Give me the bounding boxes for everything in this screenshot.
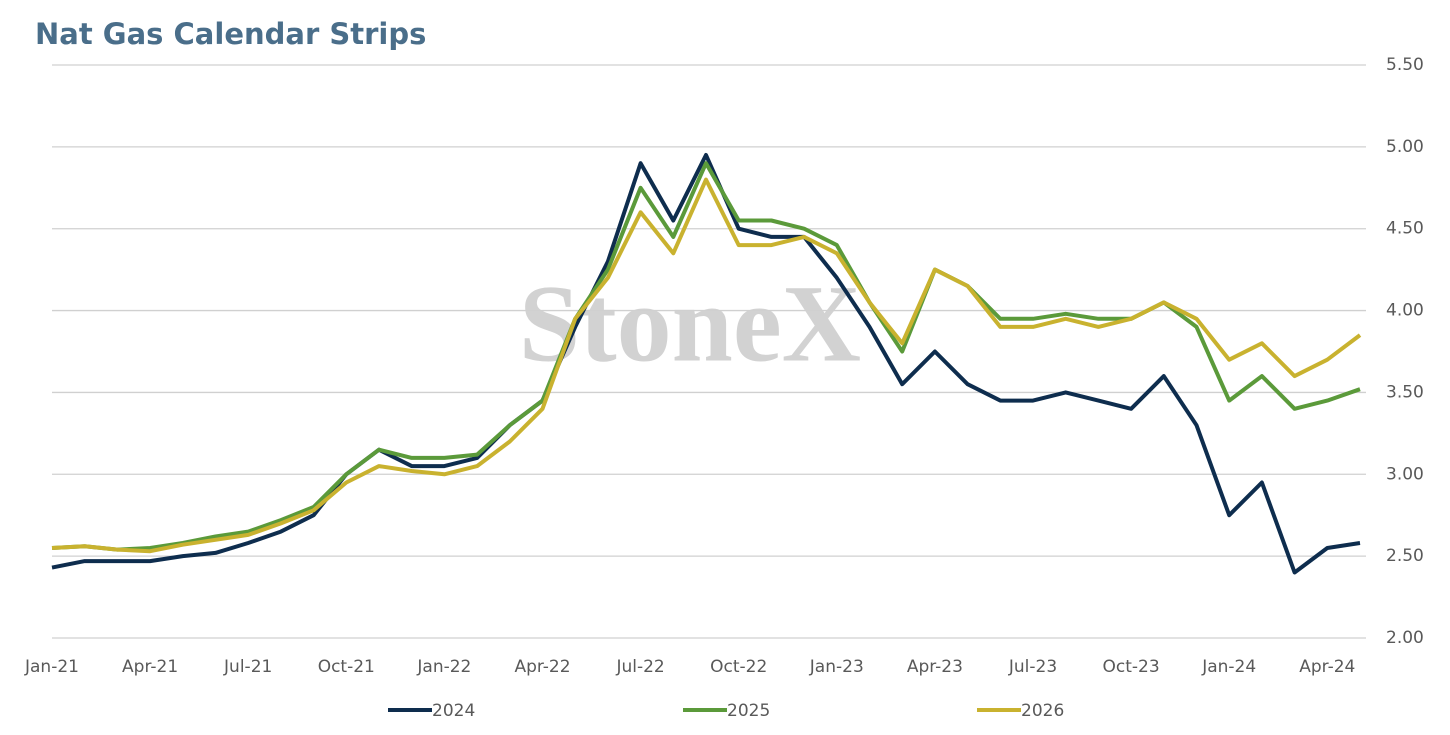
y-tick-label: 4.00 xyxy=(1386,301,1424,321)
legend-label: 2024 xyxy=(432,701,475,721)
y-tick-label: 2.00 xyxy=(1386,628,1424,648)
legend-label: 2026 xyxy=(1021,701,1064,721)
x-tick-label: Apr-22 xyxy=(514,657,570,677)
y-tick-label: 3.50 xyxy=(1386,382,1424,402)
x-tick-label: Jan-23 xyxy=(809,657,864,677)
x-tick-label: Jul-21 xyxy=(223,657,272,677)
x-tick-label: Jan-22 xyxy=(416,657,471,677)
y-tick-label: 2.50 xyxy=(1386,546,1424,566)
y-tick-label: 5.50 xyxy=(1386,55,1424,75)
legend-label: 2025 xyxy=(727,701,770,721)
x-tick-label: Jul-22 xyxy=(615,657,664,677)
x-tick-label: Oct-22 xyxy=(710,657,767,677)
y-tick-label: 3.00 xyxy=(1386,464,1424,484)
x-tick-label: Oct-23 xyxy=(1103,657,1160,677)
chart-title: Nat Gas Calendar Strips xyxy=(35,17,426,51)
x-tick-label: Jan-24 xyxy=(1201,657,1256,677)
watermark: StoneX xyxy=(519,262,861,384)
x-tick-label: Apr-21 xyxy=(122,657,178,677)
x-tick-label: Jan-21 xyxy=(24,657,79,677)
x-tick-label: Oct-21 xyxy=(318,657,375,677)
x-tick-label: Jul-23 xyxy=(1008,657,1057,677)
x-tick-label: Apr-23 xyxy=(907,657,963,677)
series-line xyxy=(51,153,1361,575)
x-tick-label: Apr-24 xyxy=(1299,657,1355,677)
y-tick-label: 5.00 xyxy=(1386,137,1424,157)
y-tick-label: 4.50 xyxy=(1386,219,1424,239)
series-line xyxy=(51,177,1362,554)
